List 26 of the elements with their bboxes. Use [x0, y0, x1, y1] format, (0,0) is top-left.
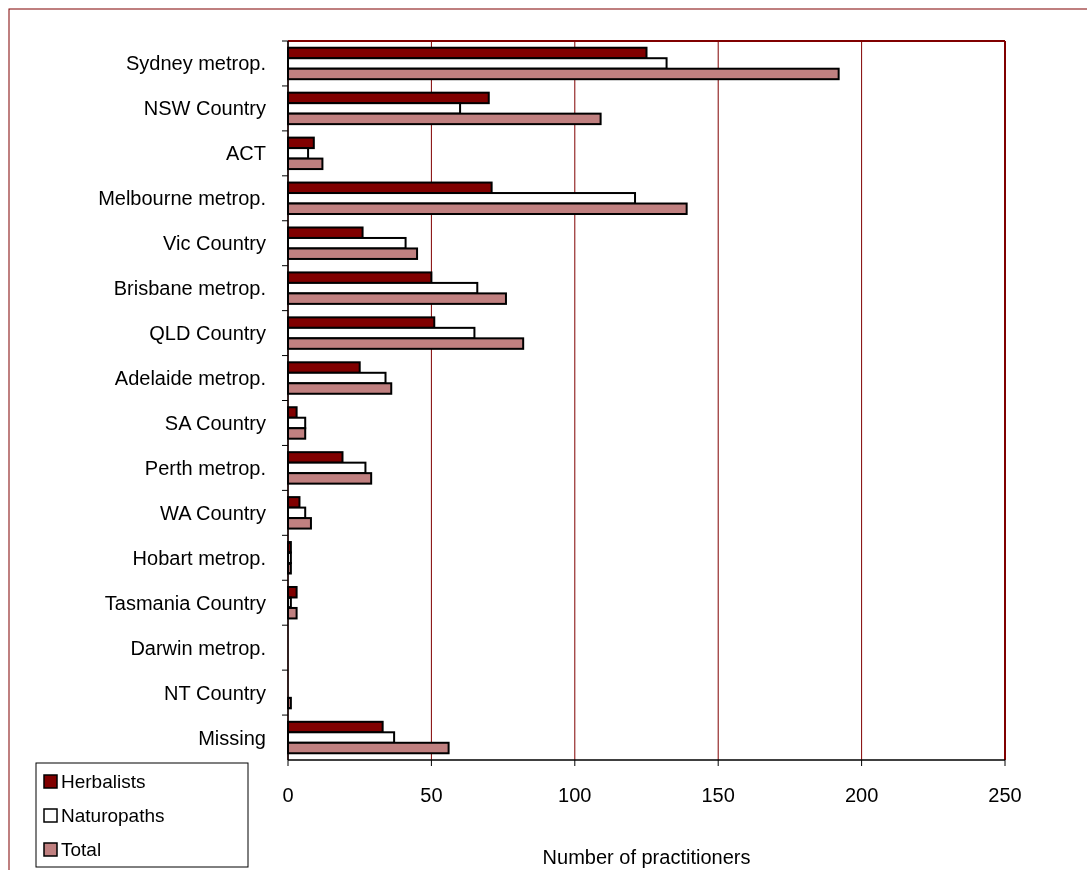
y-tick-label: Tasmania Country [104, 591, 266, 614]
y-tick-label: QLD Country [149, 322, 266, 345]
y-tick-label: Sydney metrop. [125, 52, 266, 75]
y-tick-label: Darwin metrop. [130, 636, 266, 659]
x-tick-label: 50 [420, 784, 443, 806]
x-axis-title: Number of practitioners [542, 846, 751, 868]
x-tick-label: 150 [701, 784, 735, 806]
legend-label: Total [61, 839, 102, 860]
y-tick-label: NSW Country [143, 97, 266, 120]
x-tick-label: 200 [844, 784, 879, 806]
y-tick-label: SA Country [164, 411, 266, 434]
y-tick-label: Missing [198, 726, 266, 749]
y-tick-label: Adelaide metrop. [114, 367, 266, 390]
x-tick-label: 0 [282, 784, 294, 806]
x-tick-label: 250 [988, 784, 1022, 806]
y-tick-label: Melbourne metrop. [98, 187, 266, 210]
y-tick-label: Vic Country [162, 232, 266, 255]
legend-label: Naturopaths [61, 805, 165, 826]
y-tick-label: WA Country [160, 501, 266, 524]
legend-label: Herbalists [61, 771, 146, 792]
y-tick-label: ACT [226, 142, 266, 165]
y-tick-label: Hobart metrop. [132, 546, 266, 569]
y-tick-label: NT Country [164, 681, 266, 704]
x-tick-label: 100 [558, 784, 592, 806]
y-tick-label: Brisbane metrop. [113, 277, 266, 300]
y-tick-label: Perth metrop. [144, 456, 266, 479]
